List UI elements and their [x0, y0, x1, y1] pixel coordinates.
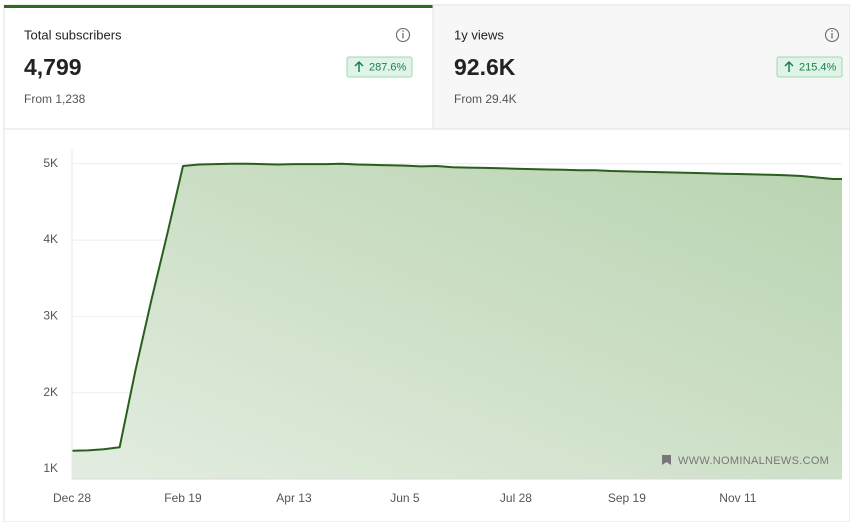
- card-title: Total subscribers: [24, 27, 122, 42]
- x-tick-label: Apr 13: [276, 491, 312, 505]
- change-badge: [776, 56, 843, 78]
- x-tick-label: Nov 11: [719, 491, 756, 505]
- card-from: From 1,238: [24, 92, 86, 106]
- card-value: 92.6K: [454, 54, 516, 80]
- line: [71, 162, 842, 452]
- labels: 1K 2K 3K 4K 5K Dec 28 Feb 19 Apr 13 Jun 5 Jul 28 S…: [43, 156, 756, 505]
- watermark: WWW.NOMINALNEWS.COM: [678, 455, 829, 467]
- info-icon[interactable]: [824, 27, 840, 43]
- card-from: From 29.4K: [454, 92, 517, 106]
- y-tick-label: 5K: [43, 156, 58, 170]
- card-value: 4,799: [24, 54, 82, 80]
- watermark-icon: [662, 455, 671, 465]
- y-tick-label: 3K: [43, 309, 58, 323]
- y-tick-label: 4K: [43, 232, 58, 246]
- change-badge: [346, 56, 413, 78]
- x-tick-label: Dec 28: [53, 491, 91, 505]
- area: [72, 163, 842, 479]
- card-active-bar: [4, 5, 433, 8]
- card-title: 1y views: [454, 27, 504, 42]
- x-tick-label: Feb 19: [164, 491, 202, 505]
- plot: [71, 162, 842, 479]
- x-tick-label: Sep 19: [608, 491, 646, 505]
- y-tick-label: 1K: [43, 461, 58, 475]
- x-tick-label: Jun 5: [390, 491, 420, 505]
- up-arrow: [784, 60, 794, 72]
- up-arrow: [354, 60, 364, 72]
- change-value: 215.4%: [799, 61, 837, 73]
- y-tick-label: 2K: [43, 385, 58, 399]
- info-icon[interactable]: [395, 27, 411, 43]
- x-tick-label: Jul 28: [500, 491, 532, 505]
- change-value: 287.6%: [369, 61, 407, 73]
